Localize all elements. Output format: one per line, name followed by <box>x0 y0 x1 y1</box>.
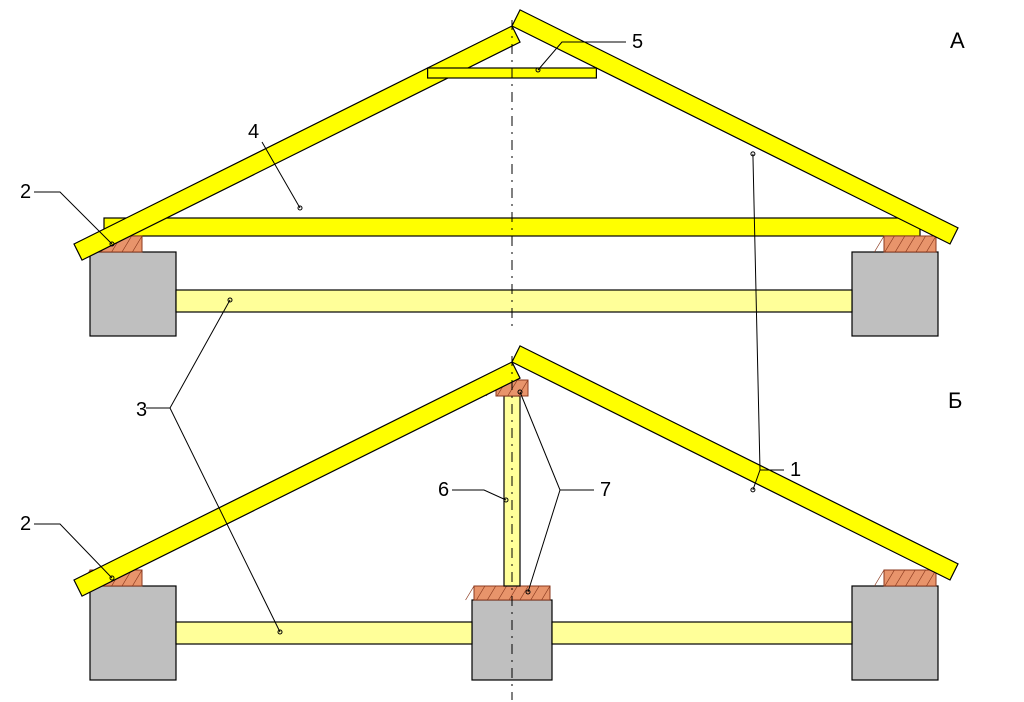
callout-5: 5 <box>632 31 643 53</box>
callout-2: 2 <box>20 513 31 535</box>
section-label-a: А <box>950 28 965 53</box>
callout-2: 2 <box>20 181 31 203</box>
callout-1: 1 <box>790 459 801 481</box>
callout-3: 3 <box>136 399 147 421</box>
section-label-b: Б <box>948 388 962 413</box>
callout-4: 4 <box>248 121 259 143</box>
callout-7: 7 <box>600 479 611 501</box>
callout-6: 6 <box>438 479 449 501</box>
